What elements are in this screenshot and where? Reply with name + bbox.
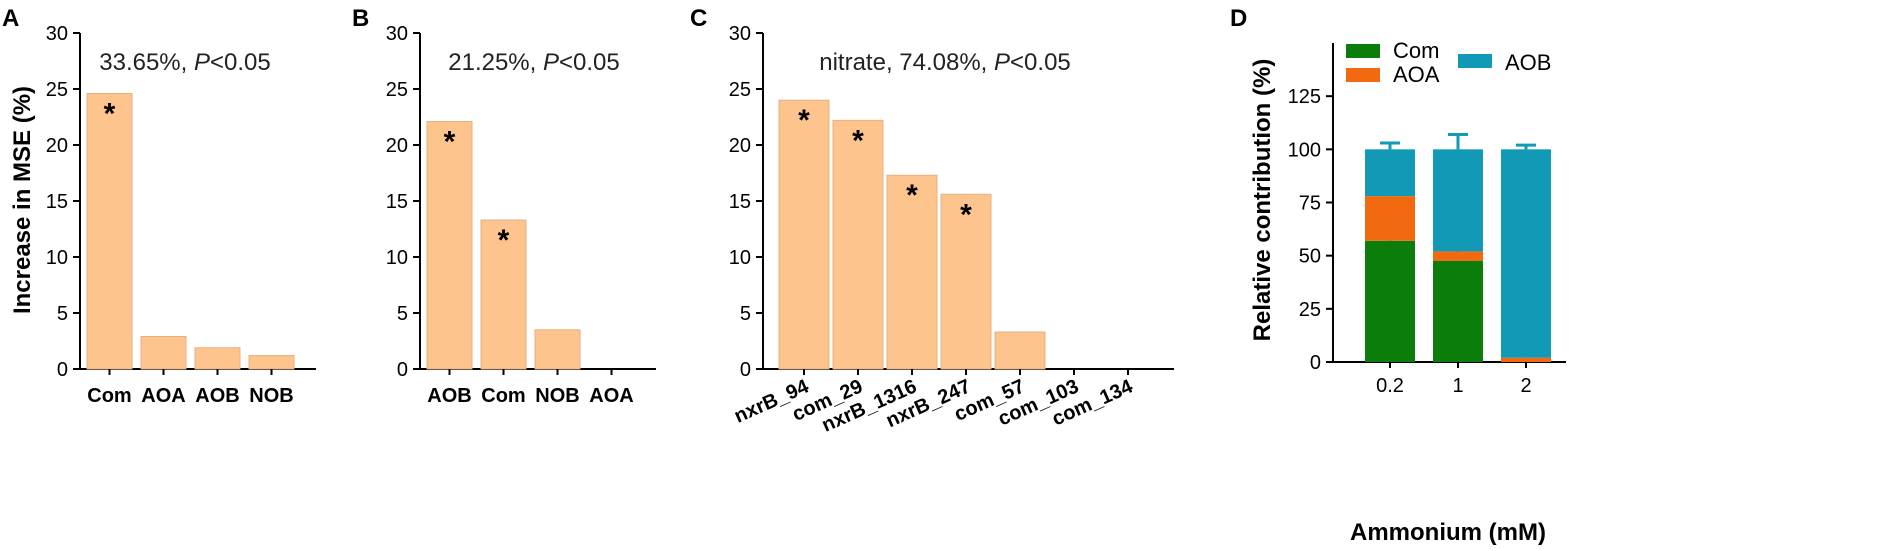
x-tick-label: AOB (195, 385, 239, 407)
y-tick-label: 15 (386, 191, 408, 213)
y-tick-label: 5 (397, 303, 408, 325)
y-tick-label: 20 (46, 135, 68, 157)
panel-d-y-axis-title: Relative contribution (%) (1249, 59, 1276, 342)
bar-segment-aob (1365, 149, 1415, 197)
panel-d-x-axis-title: Ammonium (mM) (1350, 519, 1546, 546)
bar (534, 329, 581, 370)
y-tick-label: 75 (1299, 193, 1321, 215)
legend-label-aoa: AOA (1393, 62, 1440, 87)
x-tick-label: Com (87, 385, 131, 407)
bar (832, 119, 884, 370)
significance-star: * (852, 124, 864, 157)
y-tick-label: 0 (397, 359, 408, 381)
bar (778, 99, 830, 370)
x-tick-label: NOB (535, 385, 579, 407)
bar-segment-com (1433, 260, 1483, 362)
panel-b: B 21.25%, P<0.05 0 5 10 15 20 25 30 * AOB * Com NOB… (352, 5, 656, 407)
legend-swatch-aob (1458, 54, 1492, 68)
panel-d: D Relative contribution (%) Ammonium (mM… (1230, 5, 1566, 546)
error-bar (1516, 143, 1536, 150)
panel-letter-c: C (690, 5, 707, 32)
y-tick-label: 25 (386, 79, 408, 101)
bar-segment-com (1365, 240, 1415, 362)
x-tick-label: AOA (141, 385, 185, 407)
y-tick-label: 5 (740, 303, 751, 325)
y-tick-label: 30 (729, 23, 751, 45)
panel-b-annotation: 21.25%, P<0.05 (448, 49, 619, 76)
significance-star: * (498, 224, 510, 257)
panel-a-annotation: 33.65%, P<0.05 (99, 49, 270, 76)
bar (140, 336, 187, 370)
y-tick-label: 25 (46, 79, 68, 101)
error-bar (1448, 132, 1468, 150)
bar (994, 331, 1046, 370)
panel-c-annotation: nitrate, 74.08%, P<0.05 (819, 49, 1071, 76)
y-tick-label: 0 (57, 359, 68, 381)
panel-letter-d: D (1230, 5, 1247, 32)
y-tick-label: 15 (729, 191, 751, 213)
x-tick-label: 2 (1520, 375, 1531, 397)
significance-star: * (960, 198, 972, 231)
y-tick-label: 0 (740, 359, 751, 381)
legend-label-aob: AOB (1505, 50, 1551, 75)
bar-segment-aob (1501, 149, 1551, 358)
y-tick-label: 25 (729, 79, 751, 101)
bar-segment-aoa (1365, 196, 1415, 241)
significance-star: * (798, 104, 810, 137)
y-tick-label: 30 (386, 23, 408, 45)
y-tick-label: 15 (46, 191, 68, 213)
y-tick-label: 10 (386, 247, 408, 269)
bar (886, 174, 938, 370)
panel-a: A Increase in MSE (%) 33.65%, P<0.05 0 5 1… (2, 5, 316, 407)
y-tick-label: 125 (1288, 86, 1321, 108)
x-tick-label: AOB (427, 385, 471, 407)
panel-letter-a: A (2, 5, 19, 32)
significance-star: * (906, 179, 918, 212)
significance-star: * (104, 97, 116, 130)
bar-segment-aoa (1501, 357, 1551, 362)
x-tick-label: AOA (589, 385, 633, 407)
y-tick-label: 10 (46, 247, 68, 269)
y-tick-label: 5 (57, 303, 68, 325)
panel-c: C nitrate, 74.08%, P<0.05 051015202530*n… (690, 5, 1174, 437)
x-tick-label: 0.2 (1376, 375, 1404, 397)
error-bar (1380, 141, 1400, 150)
bar (480, 219, 527, 370)
legend-swatch-com (1346, 44, 1380, 58)
bar (248, 355, 295, 370)
y-tick-label: 50 (1299, 246, 1321, 268)
y-tick-label: 20 (386, 135, 408, 157)
significance-star: * (444, 125, 456, 158)
x-tick-label: NOB (249, 385, 293, 407)
bar (426, 120, 473, 370)
x-tick-label: Com (481, 385, 525, 407)
bar (194, 347, 241, 370)
y-tick-label: 0 (1310, 352, 1321, 374)
y-tick-label: 10 (729, 247, 751, 269)
y-tick-label: 25 (1299, 299, 1321, 321)
bar (940, 193, 992, 370)
x-tick-label: 1 (1452, 375, 1463, 397)
legend-swatch-aoa (1346, 68, 1380, 82)
y-tick-label: 100 (1288, 139, 1321, 161)
y-tick-label: 30 (46, 23, 68, 45)
bar (86, 92, 133, 370)
y-tick-label: 20 (729, 135, 751, 157)
legend-label-com: Com (1393, 38, 1439, 63)
bar-segment-aoa (1433, 251, 1483, 261)
panel-a-y-axis-title: Increase in MSE (%) (9, 86, 36, 314)
panel-letter-b: B (352, 5, 369, 32)
bar-segment-aob (1433, 149, 1483, 252)
